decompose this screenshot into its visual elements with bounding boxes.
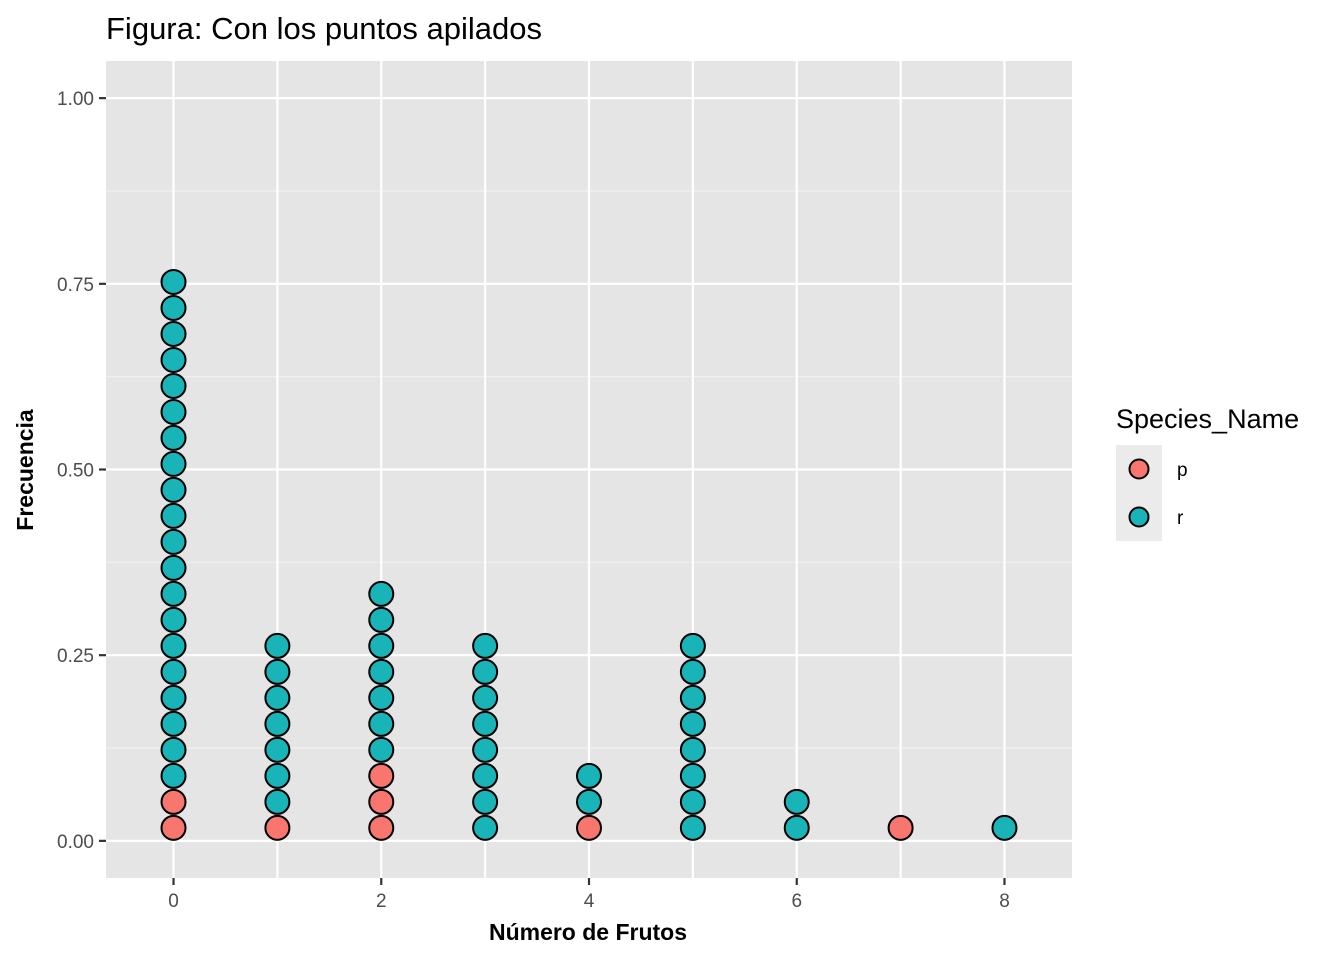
legend-label-r: r	[1177, 508, 1184, 529]
data-point-r	[160, 450, 187, 477]
data-point-r	[160, 658, 187, 685]
data-point-r	[160, 398, 187, 425]
data-point-r	[991, 814, 1018, 841]
x-tick-label: 6	[791, 891, 802, 912]
data-point-r	[472, 762, 499, 789]
data-point-r	[472, 814, 499, 841]
data-point-r	[160, 580, 187, 607]
data-point-r	[160, 762, 187, 789]
data-point-r	[264, 684, 291, 711]
y-tick-label: 0.25	[57, 646, 94, 667]
data-point-r	[264, 632, 291, 659]
data-point-p	[368, 788, 395, 815]
x-tick-label: 2	[376, 891, 387, 912]
x-tick-label: 4	[584, 891, 595, 912]
data-point-r	[264, 710, 291, 737]
legend-entries: pr	[1116, 445, 1188, 541]
data-point-r	[264, 658, 291, 685]
data-point-r	[368, 736, 395, 763]
data-point-r	[576, 762, 602, 789]
data-point-p	[264, 814, 291, 841]
x-tick-label: 8	[999, 891, 1010, 912]
data-point-r	[264, 788, 291, 815]
data-point-r	[160, 736, 187, 763]
data-point-r	[679, 684, 706, 711]
data-point-r	[160, 346, 187, 373]
data-point-r	[679, 788, 706, 815]
data-point-r	[783, 788, 810, 815]
data-point-r	[368, 580, 395, 607]
data-point-r	[679, 658, 706, 685]
legend-title: Species_Name	[1116, 404, 1299, 434]
data-point-r	[679, 710, 706, 737]
legend-key-p	[1128, 458, 1150, 480]
y-tick-label: 0.50	[57, 461, 94, 482]
y-axis: 0.00 0.25 0.50 0.75 1.00	[57, 89, 106, 853]
y-tick-label: 0.75	[57, 275, 94, 296]
legend-label-p: p	[1177, 460, 1188, 481]
data-point-p	[576, 814, 602, 841]
y-tick-label: 1.00	[57, 89, 94, 110]
data-points	[160, 268, 1018, 841]
data-point-r	[160, 710, 187, 737]
data-point-r	[679, 736, 706, 763]
data-point-r	[160, 606, 187, 633]
data-point-r	[472, 710, 499, 737]
data-point-p	[160, 814, 187, 841]
y-axis-title: Frecuencia	[12, 409, 38, 531]
data-point-r	[160, 502, 187, 529]
data-point-r	[472, 684, 499, 711]
data-point-r	[576, 788, 602, 815]
data-point-r	[160, 632, 187, 659]
data-point-r	[472, 736, 499, 763]
data-point-r	[368, 684, 395, 711]
data-point-r	[679, 762, 706, 789]
data-point-r	[472, 632, 499, 659]
data-point-r	[160, 424, 187, 451]
legend: Species_Name pr	[1116, 404, 1299, 541]
y-tick-label: 0.00	[57, 832, 94, 853]
data-point-r	[368, 658, 395, 685]
data-point-r	[472, 788, 499, 815]
data-point-p	[887, 814, 914, 841]
data-point-r	[160, 294, 187, 321]
data-point-r	[264, 736, 291, 763]
data-point-r	[160, 268, 187, 295]
data-point-r	[160, 476, 187, 503]
x-axis: 0 2 4 6 8	[168, 878, 1010, 912]
x-axis-title: Número de Frutos	[489, 919, 687, 945]
data-point-r	[368, 632, 395, 659]
data-point-r	[783, 814, 810, 841]
data-point-r	[368, 710, 395, 737]
data-point-r	[679, 632, 706, 659]
data-point-p	[368, 762, 395, 789]
data-point-r	[160, 528, 187, 555]
data-point-r	[472, 658, 499, 685]
data-point-r	[160, 554, 187, 581]
data-point-r	[679, 814, 706, 841]
data-point-p	[368, 814, 395, 841]
data-point-p	[160, 788, 187, 815]
data-point-r	[160, 320, 187, 347]
data-point-r	[160, 684, 187, 711]
legend-key-r	[1128, 506, 1150, 528]
chart-title: Figura: Con los puntos apilados	[106, 11, 542, 46]
data-point-r	[160, 372, 187, 399]
data-point-r	[368, 606, 395, 633]
data-point-r	[264, 762, 291, 789]
x-tick-label: 0	[168, 891, 179, 912]
